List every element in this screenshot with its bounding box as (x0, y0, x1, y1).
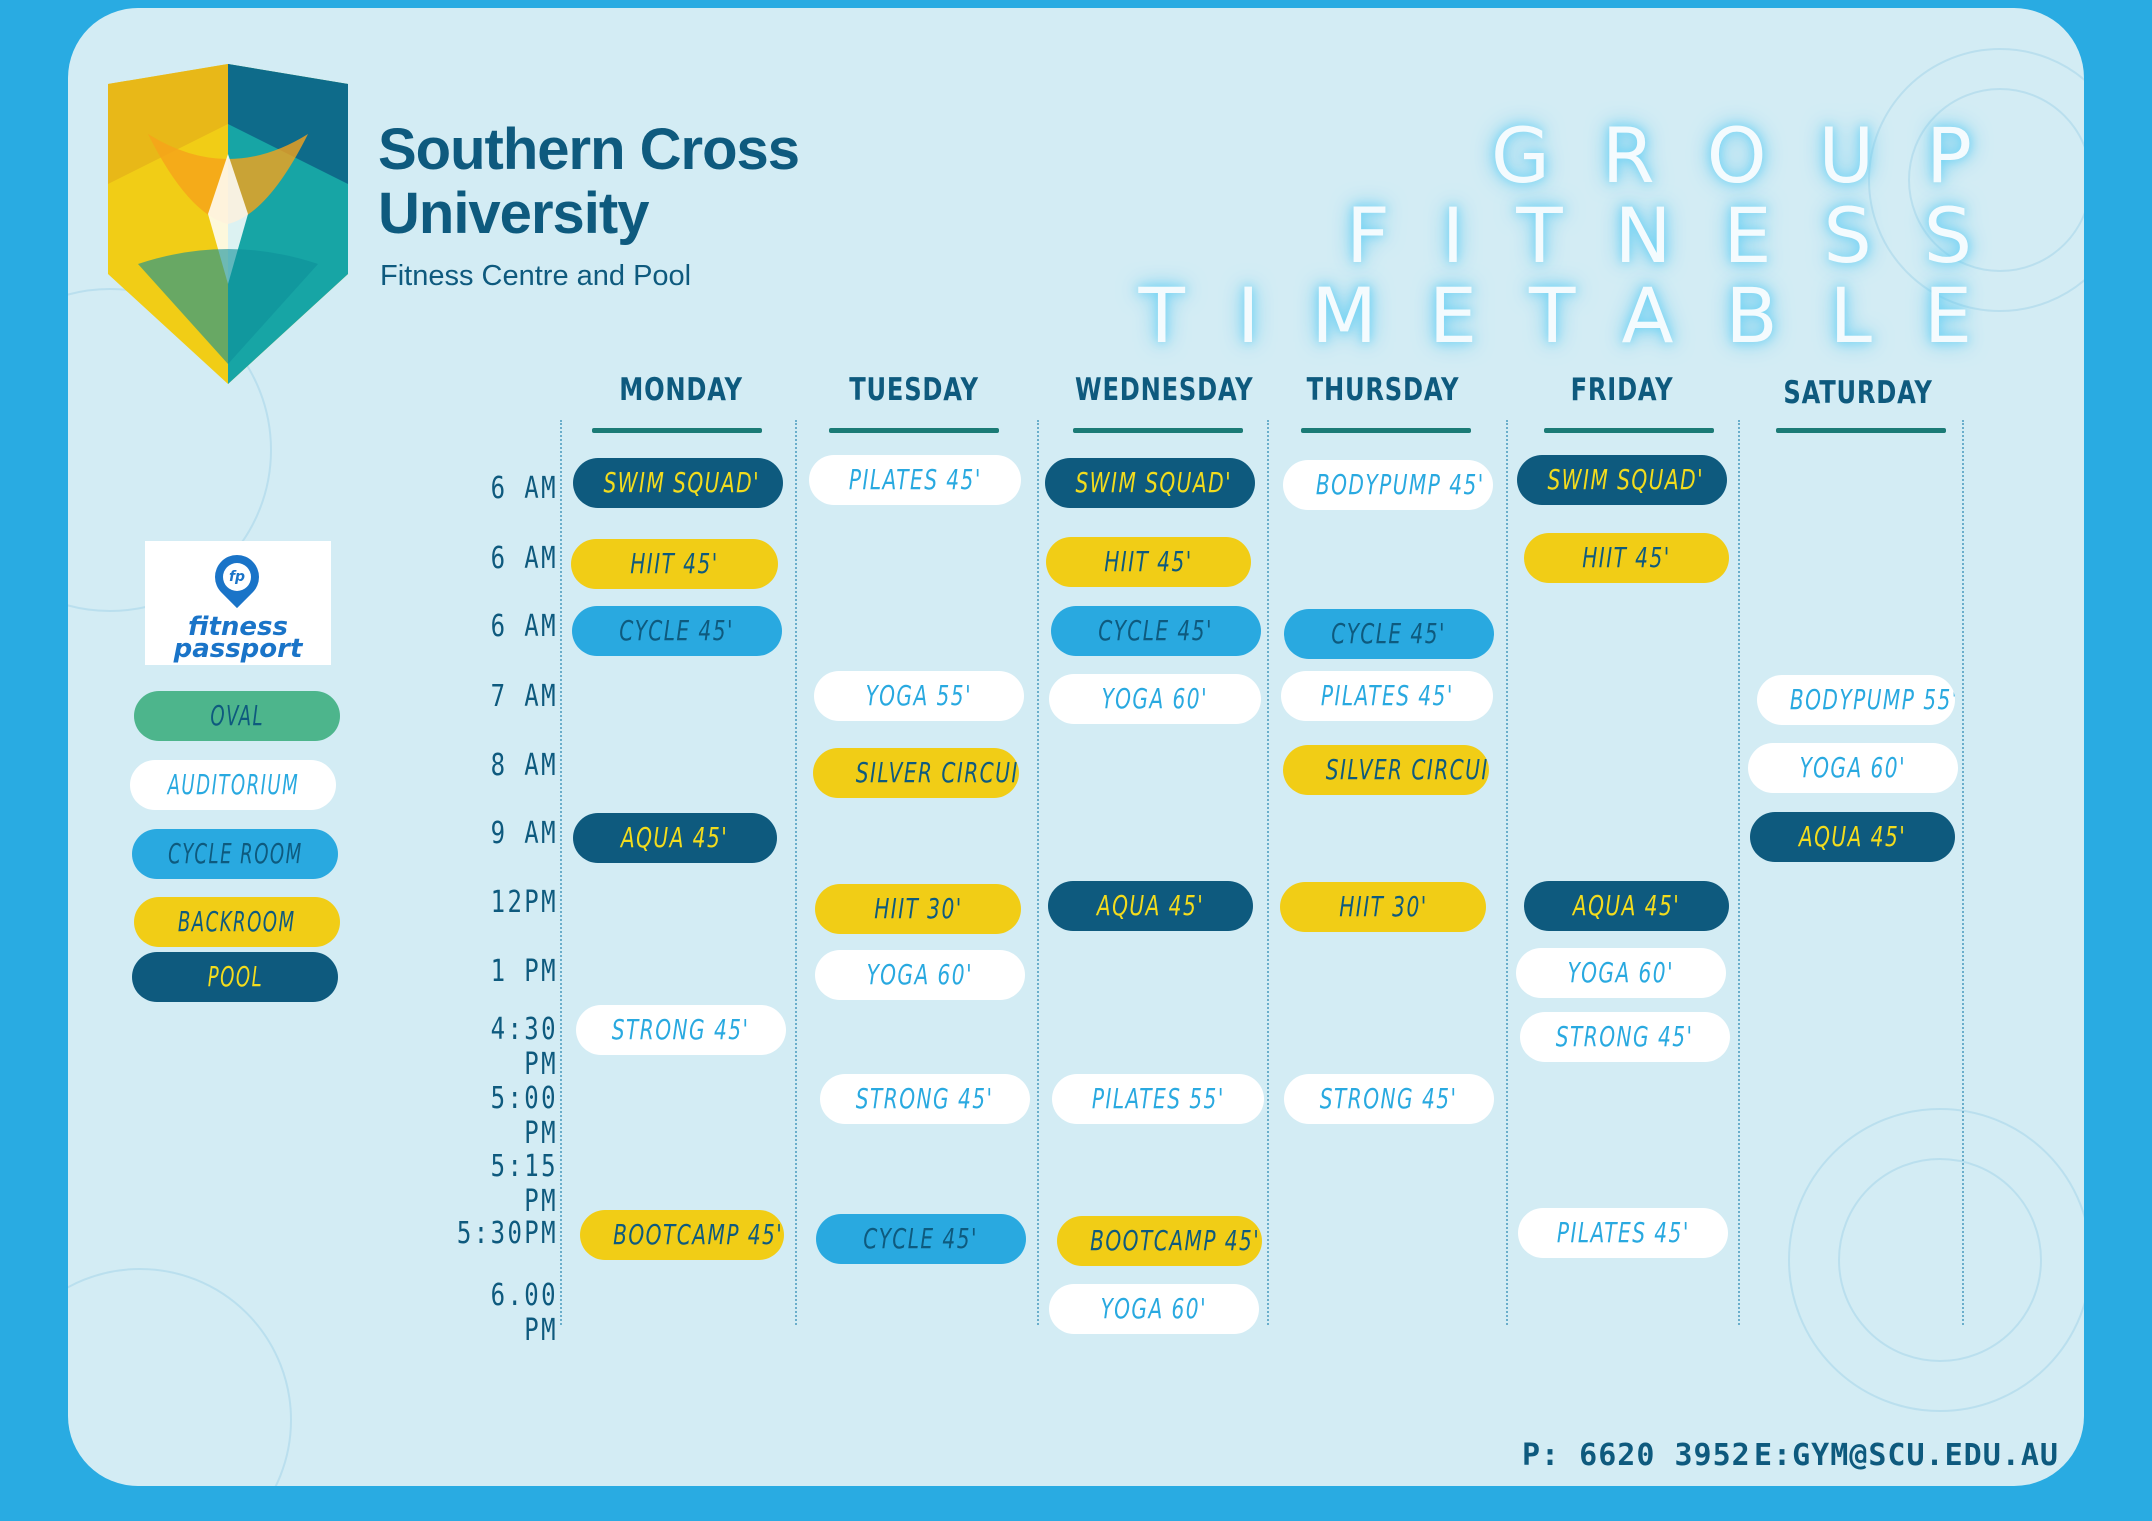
class-pill[interactable]: AQUA 45' (1524, 881, 1729, 931)
time-label: 6 AM (490, 471, 558, 506)
time-label: 12PM (490, 885, 558, 920)
class-pill[interactable]: AQUA 45' (573, 813, 777, 863)
class-pill[interactable]: SWIM SQUAD' (1517, 455, 1727, 505)
map-pin-icon: fp (205, 545, 269, 609)
column-divider (1506, 420, 1508, 1325)
class-pill[interactable]: SWIM SQUAD' (573, 458, 783, 508)
legend-auditorium: AUDITORIUM (130, 760, 336, 810)
class-pill[interactable]: AQUA 45' (1750, 812, 1955, 862)
time-label: 9 AM (490, 816, 558, 851)
university-logo-icon (108, 64, 348, 384)
class-pill[interactable]: AQUA 45' (1048, 881, 1253, 931)
class-pill[interactable]: YOGA 60' (1516, 948, 1726, 998)
decorative-circle (1788, 1108, 2084, 1412)
class-pill[interactable]: CYCLE 45' (1284, 609, 1494, 659)
column-divider (560, 420, 562, 1325)
class-pill[interactable]: BODYPUMP 55' (1757, 675, 1955, 725)
class-pill[interactable]: YOGA 60' (815, 950, 1025, 1000)
day-header-monday: MONDAY (619, 372, 743, 408)
time-label: 5:00 PM (490, 1081, 558, 1151)
time-label: 7 AM (490, 679, 558, 714)
class-pill[interactable]: BOOTCAMP 45' (1057, 1216, 1262, 1266)
decorative-circle (68, 1268, 292, 1486)
fitness-passport-logo: fp fitness passport (145, 541, 331, 665)
contact-email[interactable]: E:GYM@SCU.EDU.AU (1754, 1438, 2059, 1473)
class-pill[interactable]: YOGA 60' (1049, 1284, 1259, 1334)
class-pill[interactable]: BOOTCAMP 45' (580, 1210, 784, 1260)
underline (829, 428, 999, 433)
brand-subtitle: Fitness Centre and Pool (380, 260, 692, 292)
decorative-circle (1908, 88, 2084, 272)
class-pill[interactable]: PILATES 55' (1052, 1074, 1264, 1124)
class-pill[interactable]: CYCLE 45' (1051, 606, 1261, 656)
time-label: 8 AM (490, 748, 558, 783)
legend-backroom: BACKROOM (134, 897, 340, 947)
time-label: 1 PM (490, 954, 558, 989)
day-header-friday: FRIDAY (1570, 372, 1674, 408)
title-line1: GROUP (1491, 111, 2024, 200)
underline (1776, 428, 1946, 433)
column-divider (1267, 420, 1269, 1325)
underline (592, 428, 762, 433)
class-pill[interactable]: STRONG 45' (576, 1005, 786, 1055)
class-pill[interactable]: CYCLE 45' (572, 606, 782, 656)
time-label: 5:30PM (456, 1216, 558, 1251)
class-pill[interactable]: SWIM SQUAD' (1045, 458, 1255, 508)
class-pill[interactable]: YOGA 60' (1049, 674, 1261, 724)
pin-text: fp (223, 563, 251, 591)
class-pill[interactable]: STRONG 45' (1520, 1012, 1730, 1062)
class-pill[interactable]: YOGA 60' (1748, 743, 1958, 793)
class-pill[interactable]: YOGA 55' (814, 671, 1024, 721)
legend-pool: POOL (132, 952, 338, 1002)
class-pill[interactable]: HIIT 45' (571, 539, 778, 589)
time-label: 5:15 PM (490, 1149, 558, 1219)
time-label: 6 AM (490, 541, 558, 576)
fp-line2: passport (173, 634, 303, 664)
fp-line1: fitness (188, 612, 288, 642)
column-divider (795, 420, 797, 1325)
brand-name: Southern Cross University (378, 117, 800, 246)
legend-oval: OVAL (134, 691, 340, 741)
day-header-thursday: THURSDAY (1306, 372, 1460, 408)
underline (1544, 428, 1714, 433)
day-header-wednesday: WEDNESDAY (1075, 372, 1254, 408)
time-label: 6 AM (490, 609, 558, 644)
day-header-saturday: SATURDAY (1783, 375, 1933, 411)
column-divider (1962, 420, 1964, 1325)
class-pill[interactable]: SILVER CIRCUIT 45' (813, 748, 1019, 798)
class-pill[interactable]: PILATES 45' (809, 455, 1021, 505)
class-pill[interactable]: STRONG 45' (820, 1074, 1030, 1124)
time-label: 6.00 PM (490, 1278, 558, 1348)
day-header-tuesday: TUESDAY (849, 372, 979, 408)
underline (1301, 428, 1471, 433)
brand-name-line1: Southern Cross (378, 117, 800, 182)
column-divider (1738, 420, 1740, 1325)
class-pill[interactable]: PILATES 45' (1281, 671, 1493, 721)
brand-name-line2: University (378, 181, 649, 246)
class-pill[interactable]: SILVER CIRCUIT 45' (1283, 745, 1489, 795)
class-pill[interactable]: HIIT 30' (815, 884, 1021, 934)
legend-cycle-room: CYCLE ROOM (132, 829, 338, 879)
class-pill[interactable]: PILATES 45' (1518, 1208, 1728, 1258)
title-line3: TIMETABLE (1138, 271, 2024, 360)
decorative-circle (1838, 1158, 2042, 1362)
class-pill[interactable]: HIIT 45' (1046, 537, 1251, 587)
title-line2: FITNESS (1346, 191, 2024, 280)
class-pill[interactable]: STRONG 45' (1284, 1074, 1494, 1124)
underline (1073, 428, 1243, 433)
class-pill[interactable]: HIIT 30' (1280, 882, 1486, 932)
column-divider (1037, 420, 1039, 1325)
class-pill[interactable]: CYCLE 45' (816, 1214, 1026, 1264)
timetable-card: Southern Cross University Fitness Centre… (68, 8, 2084, 1486)
contact-phone[interactable]: P: 6620 3952 (1522, 1438, 1751, 1473)
time-label: 4:30 PM (490, 1012, 558, 1082)
class-pill[interactable]: BODYPUMP 45' (1283, 460, 1493, 510)
class-pill[interactable]: HIIT 45' (1524, 533, 1729, 583)
